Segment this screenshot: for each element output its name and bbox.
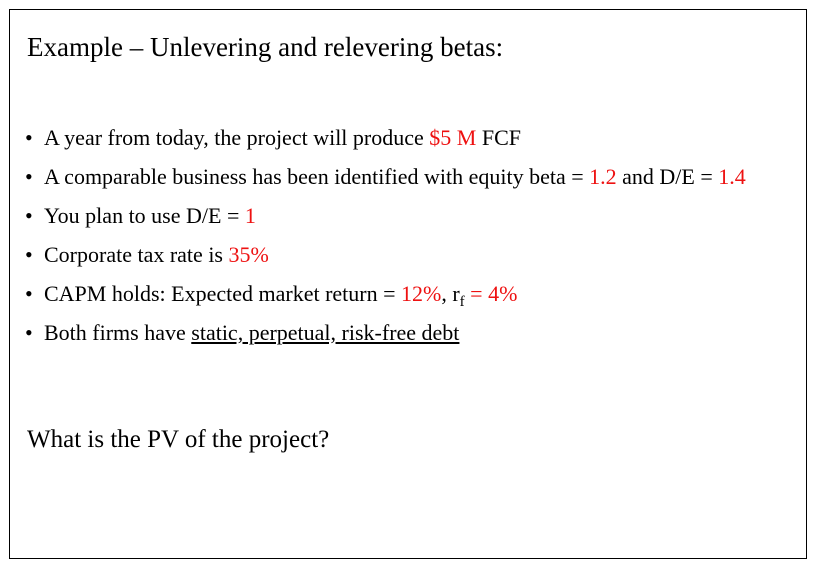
highlight-value: 1.4 xyxy=(718,164,746,189)
bullet-text: Corporate tax rate is xyxy=(44,242,229,267)
bullet-icon: • xyxy=(25,281,33,306)
bullet-item-comparable: • A comparable business has been identif… xyxy=(25,162,785,191)
bullet-icon: • xyxy=(25,242,33,267)
bullet-item-target-de: • You plan to use D/E = 1 xyxy=(25,201,785,230)
bullet-text: A year from today, the project will prod… xyxy=(44,125,430,150)
highlight-value: 35% xyxy=(228,242,269,267)
bullet-icon: • xyxy=(25,164,33,189)
bullet-text: , r xyxy=(441,281,460,306)
question-text: What is the PV of the project? xyxy=(27,426,330,453)
bullet-item-debt: • Both firms have static, perpetual, ris… xyxy=(25,318,785,347)
bullet-item-fcf: • A year from today, the project will pr… xyxy=(25,123,785,152)
bullet-text: FCF xyxy=(476,125,521,150)
bullet-text: = xyxy=(464,281,489,306)
bullet-item-tax-rate: • Corporate tax rate is 35% xyxy=(25,240,785,269)
bullet-icon: • xyxy=(25,203,33,228)
highlight-value: 4% xyxy=(488,281,518,306)
bullet-text: and D/E = xyxy=(616,164,719,189)
highlight-value: 1 xyxy=(244,203,256,228)
highlight-value: 1.2 xyxy=(589,164,617,189)
slide: Example – Unlevering and relevering beta… xyxy=(9,9,807,559)
slide-title: Example – Unlevering and relevering beta… xyxy=(27,32,504,62)
bullet-text: A comparable business has been identifie… xyxy=(44,164,590,189)
bullet-list: • A year from today, the project will pr… xyxy=(25,123,785,357)
bullet-text: You plan to use D/E = xyxy=(44,203,245,228)
highlight-value: 12% xyxy=(401,281,442,306)
underlined-text: static, perpetual, risk-free debt xyxy=(191,320,460,345)
subscript: f xyxy=(459,294,465,310)
bullet-icon: • xyxy=(25,320,33,345)
highlight-value: $5 M xyxy=(429,125,477,150)
bullet-icon: • xyxy=(25,125,33,150)
bullet-item-capm: • CAPM holds: Expected market return = 1… xyxy=(25,279,785,310)
bullet-text: CAPM holds: Expected market return = xyxy=(44,281,402,306)
bullet-text: Both firms have xyxy=(44,320,192,345)
